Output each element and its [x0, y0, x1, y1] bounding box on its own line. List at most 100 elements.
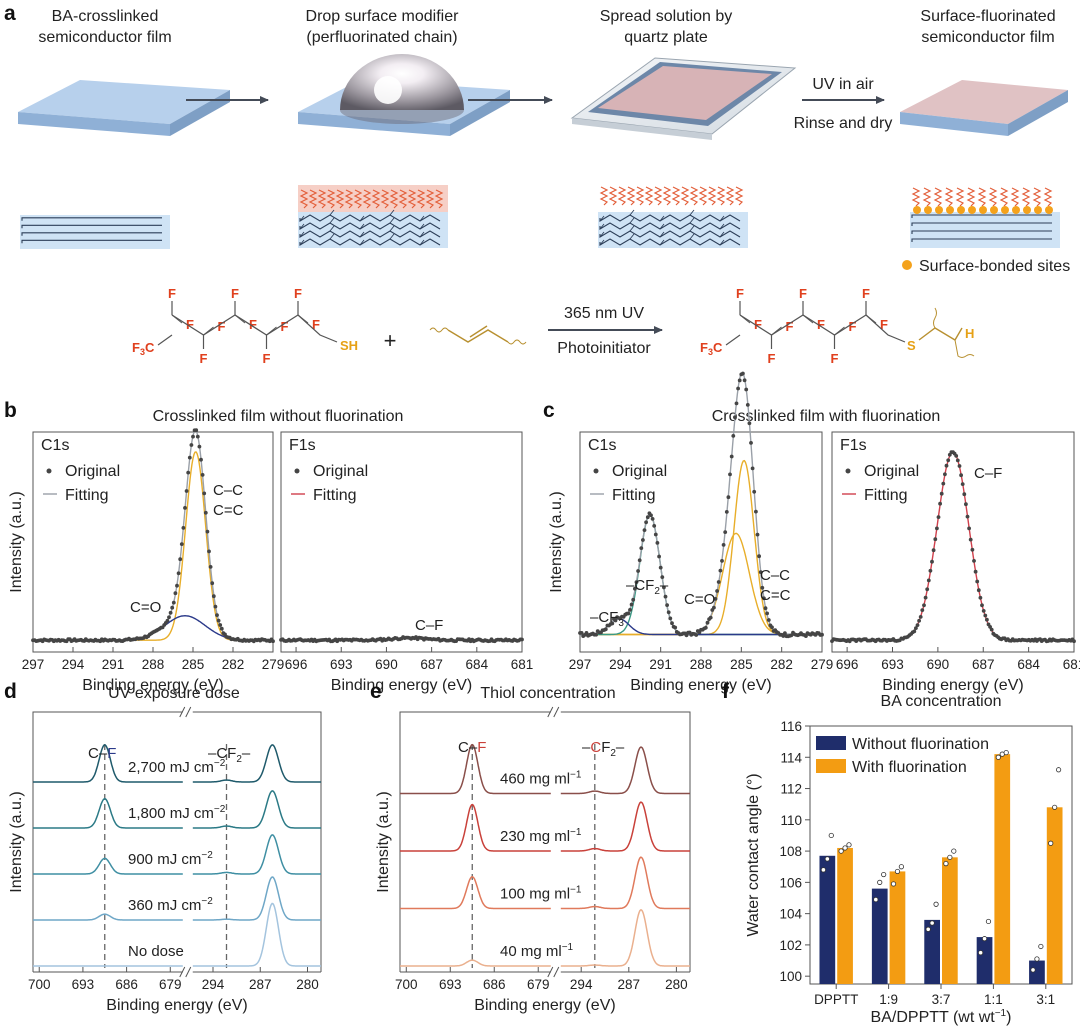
data-point [184, 489, 189, 493]
backbone-2-branch [329, 209, 335, 216]
fluoro-chain [644, 186, 654, 206]
surface-site [946, 206, 954, 214]
series-label-sup: −1 [562, 942, 574, 953]
x-tick-label: 297 [569, 657, 592, 672]
backbone-1-row [21, 217, 162, 221]
replicate-point [1034, 956, 1040, 962]
y-tick-label: 106 [779, 875, 802, 890]
fluoro-chain [662, 186, 672, 206]
data-point [705, 620, 710, 625]
step4-line1: Surface-fluorinated [920, 8, 1055, 25]
x-tick-label: 288 [142, 657, 165, 672]
cf-marker-label: C–F [88, 745, 116, 762]
data-point [668, 616, 673, 621]
section-bare-chains [21, 217, 162, 244]
peak-label-cf3-main: –CF [590, 609, 618, 626]
data-point [959, 473, 963, 478]
fluorine-atom: F [831, 351, 839, 366]
plot-frame [280, 431, 523, 653]
spectrum-c1s [560, 746, 690, 795]
legend-original: Original [313, 463, 368, 480]
data-point [694, 633, 699, 637]
section-fluorinated-film [910, 212, 1060, 248]
data-point [210, 581, 215, 586]
data-point [579, 631, 584, 635]
series-label-main: 460 mg ml [500, 771, 570, 788]
data-point [649, 513, 653, 518]
replicate-point [1052, 804, 1058, 810]
data-point [195, 434, 200, 439]
data-point [763, 606, 768, 611]
replicate-point [947, 854, 953, 860]
data-point [758, 570, 763, 574]
data-point [770, 625, 774, 630]
frame-left [32, 711, 183, 972]
data-point [168, 610, 173, 615]
data-point [584, 631, 589, 635]
series-label-sup: −2 [201, 896, 213, 907]
series-label: 230 mg ml−1 [500, 827, 582, 845]
section-modifier-layer [298, 185, 448, 212]
peak-label-cf2-tail: – [660, 577, 669, 594]
cf2-marker-sub: 2 [610, 748, 616, 759]
replicate-point [929, 920, 935, 926]
data-point [914, 626, 918, 630]
cf3-sub: 3 [140, 347, 145, 357]
core-level-label: F1s [840, 437, 867, 454]
peak-label-cf3-sub: 3 [618, 618, 624, 629]
data-point [721, 543, 726, 547]
fluoro-chain [1032, 187, 1042, 207]
wavy-end-icon [954, 339, 975, 358]
replicate-point [985, 918, 992, 925]
data-point [928, 568, 933, 573]
fluoro-chain [1021, 187, 1031, 207]
data-point [181, 526, 186, 530]
panel-f-title: BA concentration [881, 693, 1002, 710]
x-tick-label: 693 [881, 657, 904, 672]
x-tick-label: 3:7 [932, 992, 951, 1007]
cf2-marker-pre: – [582, 739, 591, 756]
series-label: No dose [128, 943, 184, 960]
fluorine-atom: F [249, 317, 257, 332]
data-point [211, 594, 216, 599]
backbone-2-branch [329, 233, 335, 240]
bond [157, 334, 173, 346]
data-point [202, 491, 207, 496]
x-tick-label: 280 [296, 977, 319, 992]
x-tick-label: 684 [466, 657, 489, 672]
fluorine-atom: F [817, 317, 825, 332]
x-axis-label-main: BA/DPPTT (wt wt [871, 1009, 996, 1026]
data-point [636, 569, 640, 573]
bar-with-fluorination [994, 754, 1011, 984]
data-point [720, 559, 724, 563]
carbon-backbone [739, 314, 867, 336]
x-tick-label: 282 [222, 657, 245, 672]
data-point [781, 634, 786, 638]
spectrum-f1s [400, 959, 551, 967]
x-tick-label: 288 [690, 657, 713, 672]
backbone-2-branch [389, 209, 395, 216]
product-chain [918, 327, 963, 341]
data-point [183, 506, 187, 510]
panel-e-label: e [370, 680, 382, 703]
replicate-point [881, 871, 887, 878]
data-point [652, 524, 657, 528]
surface-site [968, 206, 976, 214]
x-tick-label: 3:1 [1036, 992, 1055, 1007]
panel-d-label: d [4, 680, 17, 703]
x-tick-label: 686 [483, 977, 506, 992]
data-point [724, 510, 729, 514]
data-point [930, 559, 934, 564]
fluoro-chain [434, 189, 444, 209]
cf-marker-tail: F [107, 745, 116, 762]
data-point [967, 526, 971, 531]
data-point [983, 613, 988, 618]
backbone-2-row [299, 230, 441, 238]
fluorine-atom: F [218, 319, 226, 334]
data-point [733, 415, 737, 420]
x-tick-label: 679 [527, 977, 550, 992]
fluoro-chain [988, 187, 998, 207]
